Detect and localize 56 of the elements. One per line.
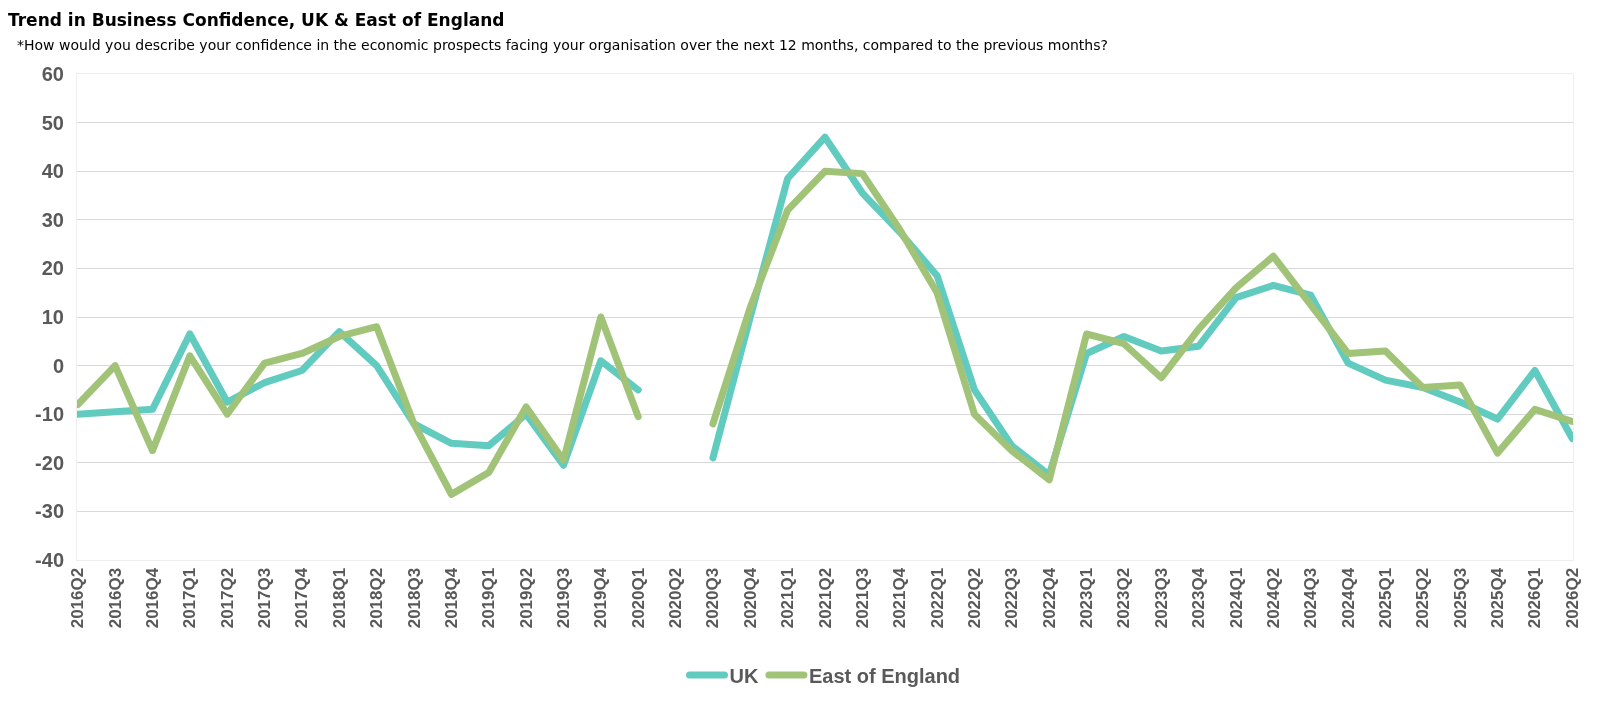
x-tick-label: 2024Q3: [1301, 567, 1321, 629]
x-tick-label: 2023Q3: [1151, 567, 1171, 629]
x-tick-label: 2016Q3: [105, 567, 125, 629]
x-tick-label: 2019Q4: [591, 567, 611, 629]
x-tick-label: 2021Q4: [890, 567, 910, 629]
chart-subtitle: *How would you describe your confidence in the economic prospects facing your organisation over the next 12 months, compared to the previous months?: [17, 37, 1108, 53]
x-tick-label: 2018Q4: [441, 567, 461, 629]
x-tick-label: 2019Q1: [479, 567, 499, 629]
y-tick-label: 0: [52, 354, 64, 377]
y-tick-label: 30: [41, 208, 64, 231]
x-tick-label: 2022Q2: [964, 567, 984, 629]
legend-label: East of England: [808, 664, 961, 687]
x-tick-label: 2016Q2: [68, 567, 88, 629]
x-tick-label: 2017Q3: [255, 567, 275, 629]
y-tick-label: 60: [41, 63, 64, 85]
x-tick-label: 2022Q4: [1039, 567, 1059, 629]
x-tick-label: 2020Q2: [666, 567, 686, 629]
y-tick-label: -20: [35, 451, 64, 474]
x-tick-label: 2025Q2: [1413, 567, 1433, 629]
x-tick-label: 2022Q1: [927, 567, 947, 629]
x-tick-label: 2019Q3: [553, 567, 573, 629]
x-tick-label: 2020Q4: [740, 567, 760, 629]
x-tick-label: 2019Q2: [516, 567, 536, 629]
y-tick-label: -10: [35, 403, 64, 426]
x-tick-label: 2020Q3: [703, 567, 723, 629]
x-tick-label: 2023Q4: [1189, 567, 1209, 629]
x-tick-label: 2017Q4: [292, 567, 312, 629]
x-tick-label: 2024Q2: [1263, 567, 1283, 629]
x-tick-label: 2016Q4: [142, 567, 162, 629]
y-tick-label: 10: [41, 306, 64, 328]
chart-title: Trend in Business Confidence, UK & East of England: [8, 9, 505, 30]
x-tick-label: 2017Q2: [217, 567, 237, 629]
x-tick-label: 2021Q3: [852, 567, 872, 629]
x-tick-label: 2026Q1: [1525, 567, 1545, 629]
y-tick-label: 40: [41, 160, 64, 183]
y-tick-label: -30: [35, 500, 64, 523]
x-tick-label: 2023Q2: [1114, 567, 1134, 629]
legend-label: UK: [729, 664, 759, 687]
x-tick-label: 2023Q1: [1077, 567, 1097, 629]
x-tick-label: 2017Q1: [180, 567, 200, 629]
y-tick-label: -40: [35, 549, 64, 571]
x-tick-label: 2025Q3: [1450, 567, 1470, 629]
x-tick-label: 2020Q1: [628, 567, 648, 629]
x-tick-label: 2024Q4: [1338, 567, 1358, 629]
x-tick-label: 2018Q3: [404, 567, 424, 629]
y-tick-label: 50: [41, 111, 64, 134]
x-tick-label: 2018Q1: [329, 567, 349, 629]
x-tick-label: 2024Q1: [1226, 567, 1246, 629]
x-tick-label: 2025Q4: [1488, 567, 1508, 629]
x-tick-label: 2021Q2: [815, 567, 835, 629]
x-tick-label: 2018Q2: [367, 567, 387, 629]
x-tick-label: 2026Q2: [1562, 567, 1582, 629]
y-tick-label: 20: [41, 257, 64, 280]
x-tick-label: 2022Q3: [1002, 567, 1022, 629]
x-tick-label: 2021Q1: [778, 567, 798, 629]
x-tick-label: 2025Q1: [1375, 567, 1395, 629]
